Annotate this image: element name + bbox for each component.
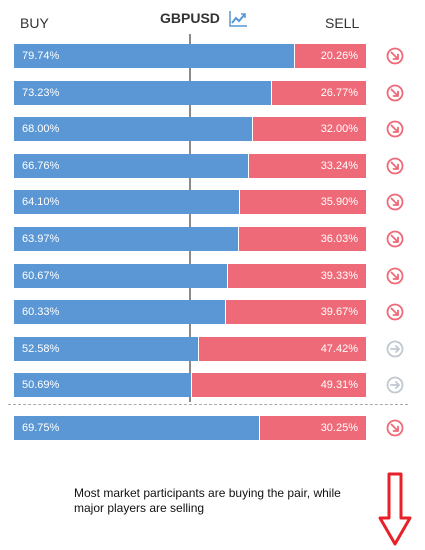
fifty-percent-line xyxy=(189,34,191,402)
arrow-down-right-icon[interactable] xyxy=(386,303,404,321)
arrow-right-icon[interactable] xyxy=(386,376,404,394)
sentiment-note: Most market participants are buying the … xyxy=(74,486,341,515)
dashed-divider xyxy=(8,404,408,405)
summary-row: 69.75% 30.25% xyxy=(14,416,366,440)
sentiment-row: 63.97% 36.03% xyxy=(14,227,366,251)
arrow-down-right-icon[interactable] xyxy=(386,193,404,211)
trend-chart-icon[interactable] xyxy=(228,10,248,28)
sell-percentage-bar: 39.67% xyxy=(226,300,366,325)
sentiment-row: 68.00% 32.00% xyxy=(14,117,366,142)
sentiment-row: 60.33% 39.67% xyxy=(14,300,366,325)
arrow-down-right-icon[interactable] xyxy=(386,267,404,285)
arrow-down-right-icon[interactable] xyxy=(386,47,404,65)
buy-percentage-bar: 69.75% xyxy=(14,416,260,440)
arrow-down-right-icon[interactable] xyxy=(386,157,404,175)
buy-percentage-bar: 60.33% xyxy=(14,300,227,325)
sell-percentage-bar: 47.42% xyxy=(199,336,366,361)
arrow-down-right-icon[interactable] xyxy=(386,84,404,102)
pair-title: GBPUSD xyxy=(160,10,220,26)
arrow-down-right-icon[interactable] xyxy=(386,230,404,248)
buy-percentage-bar: 52.58% xyxy=(14,336,200,361)
sell-percentage-bar: 32.00% xyxy=(253,117,366,142)
red-down-arrow-icon xyxy=(378,472,412,546)
sell-percentage-bar: 33.24% xyxy=(248,153,366,178)
sentiment-row: 64.10% 35.90% xyxy=(14,190,366,215)
buy-percentage-bar: 79.74% xyxy=(14,44,295,68)
sell-percentage-bar: 35.90% xyxy=(239,190,366,215)
arrow-down-right-icon[interactable] xyxy=(386,120,404,138)
sentiment-row: 60.67% 39.33% xyxy=(14,263,366,288)
buy-percentage-bar: 66.76% xyxy=(14,153,249,178)
sentiment-row: 79.74% 20.26% xyxy=(14,44,366,68)
buy-percentage-bar: 50.69% xyxy=(14,373,193,398)
sentiment-row: 73.23% 26.77% xyxy=(14,80,366,105)
buy-percentage-bar: 63.97% xyxy=(14,227,240,251)
sell-percentage-bar: 49.31% xyxy=(192,373,366,398)
buy-header: BUY xyxy=(20,15,49,31)
sentiment-row: 50.69% 49.31% xyxy=(14,373,366,398)
buy-percentage-bar: 68.00% xyxy=(14,117,254,142)
arrow-down-right-icon[interactable] xyxy=(386,419,404,437)
sentiment-row: 52.58% 47.42% xyxy=(14,336,366,361)
arrow-right-icon[interactable] xyxy=(386,340,404,358)
sell-percentage-bar: 20.26% xyxy=(294,44,366,68)
buy-percentage-bar: 60.67% xyxy=(14,263,228,288)
buy-percentage-bar: 73.23% xyxy=(14,80,272,105)
buy-percentage-bar: 64.10% xyxy=(14,190,240,215)
sell-header: SELL xyxy=(325,15,360,31)
sell-percentage-bar: 30.25% xyxy=(259,416,366,440)
sentiment-row: 66.76% 33.24% xyxy=(14,153,366,178)
sell-percentage-bar: 36.03% xyxy=(239,227,366,251)
sell-percentage-bar: 26.77% xyxy=(271,80,366,105)
sell-percentage-bar: 39.33% xyxy=(227,263,366,288)
